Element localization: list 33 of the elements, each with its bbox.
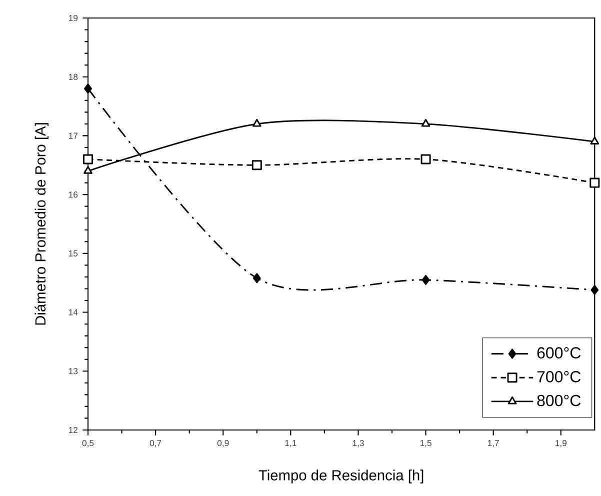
point <box>590 284 599 295</box>
y-tick-label: 15 <box>68 250 78 256</box>
x-tick-label: 1,1 <box>285 440 296 448</box>
point <box>252 273 261 284</box>
y-tick-label: 16 <box>68 192 78 198</box>
y-tick-label: 12 <box>68 426 78 434</box>
x-tick-label: 0,5 <box>82 440 94 448</box>
x-tick-label: 0,7 <box>150 440 162 448</box>
x-axis-title: Tiempo de Residencia [h] <box>258 470 424 484</box>
x-tick-label: 1,5 <box>420 440 432 448</box>
point <box>590 136 600 144</box>
legend-label: 700°C <box>537 371 581 382</box>
point <box>83 154 94 164</box>
legend-label: 800°C <box>537 394 581 406</box>
y-tick-label: 17 <box>68 132 78 139</box>
point <box>252 160 262 170</box>
y-axis-title: Diámetro Promedio de Poro [A] <box>34 123 48 325</box>
legend-label: 600°C <box>537 347 581 358</box>
y-tick-label: 14 <box>68 309 78 316</box>
point <box>252 118 262 127</box>
y-tick-label: 19 <box>68 14 78 22</box>
x-tick-label: 1,3 <box>352 440 364 448</box>
x-tick-label: 1,9 <box>556 440 566 448</box>
y-tick-label: 13 <box>68 368 78 374</box>
point <box>84 166 92 174</box>
x-tick-label: 0,9 <box>217 440 229 448</box>
point <box>421 118 430 127</box>
x-tick-label: 1,7 <box>488 440 499 448</box>
point <box>420 154 431 164</box>
y-tick-label: 18 <box>68 74 78 80</box>
point <box>422 274 430 285</box>
point <box>84 84 92 94</box>
point <box>590 178 600 188</box>
